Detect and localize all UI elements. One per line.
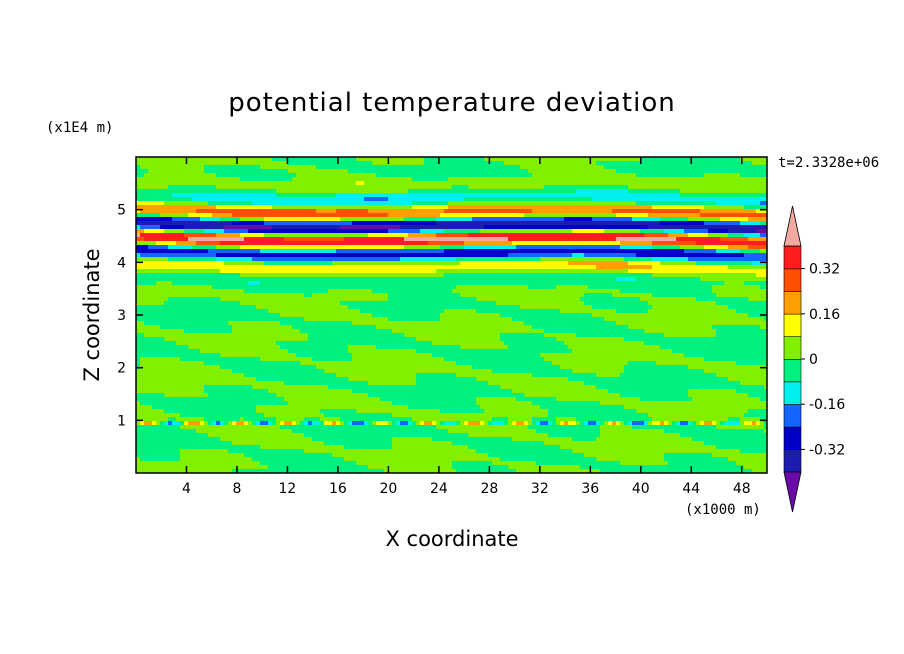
- y-axis: 1 2 3 4 5: [117, 203, 767, 429]
- y-axis-label: Z coordinate: [80, 248, 104, 382]
- x-axis-unit: (x1000 m): [685, 502, 761, 518]
- x-tick-label: 12: [279, 481, 297, 497]
- x-tick-label: 44: [682, 481, 700, 497]
- colorbar-swatch: [783, 268, 802, 292]
- x-tick-label: 48: [733, 481, 751, 497]
- x-tick-label: 40: [632, 481, 650, 497]
- y-tick-label: 5: [117, 203, 126, 219]
- x-tick-label: 8: [232, 481, 241, 497]
- colorbar-swatch: [783, 245, 802, 270]
- colorbar-swatch: [783, 290, 802, 315]
- colorbar-extend-max: [783, 205, 802, 247]
- x-axis-label: X coordinate: [385, 527, 519, 551]
- y-tick-label: 4: [117, 255, 126, 271]
- colorbar-swatch: [783, 449, 802, 473]
- colorbar-swatch: [783, 381, 802, 405]
- colorbar-label: -0.32: [809, 442, 845, 458]
- x-tick-label: 20: [379, 481, 397, 497]
- colorbar: 0.32 0.16 0 -0.16 -0.32: [783, 205, 845, 513]
- y-tick-label: 2: [117, 361, 126, 377]
- colorbar-swatch: [783, 358, 802, 383]
- chart-title: potential temperature deviation: [228, 88, 676, 118]
- contour-field: [136, 157, 767, 473]
- x-tick-label: 16: [329, 481, 347, 497]
- colorbar-swatch: [783, 313, 802, 337]
- colorbar-extend-min: [783, 471, 802, 513]
- x-tick-label: 24: [430, 481, 448, 497]
- x-tick-label: 36: [581, 481, 599, 497]
- y-axis-unit: (x1E4 m): [46, 120, 114, 136]
- colorbar-label: 0.32: [809, 262, 840, 278]
- colorbar-swatch: [783, 403, 802, 428]
- y-tick-label: 3: [117, 308, 126, 324]
- colorbar-label: 0: [809, 352, 818, 368]
- x-tick-label: 28: [480, 481, 498, 497]
- x-tick-label: 32: [531, 481, 549, 497]
- y-tick-label: 1: [117, 413, 126, 429]
- colorbar-swatch: [783, 426, 802, 450]
- colorbar-label: -0.16: [809, 397, 845, 413]
- x-tick-label: 4: [182, 481, 191, 497]
- colorbar-swatch: [783, 336, 802, 360]
- x-axis: 4 8 12 16 20 24 28 32 36 40 44 48: [182, 157, 751, 497]
- colorbar-label: 0.16: [809, 307, 840, 323]
- time-label: t=2.3328e+06: [778, 155, 880, 171]
